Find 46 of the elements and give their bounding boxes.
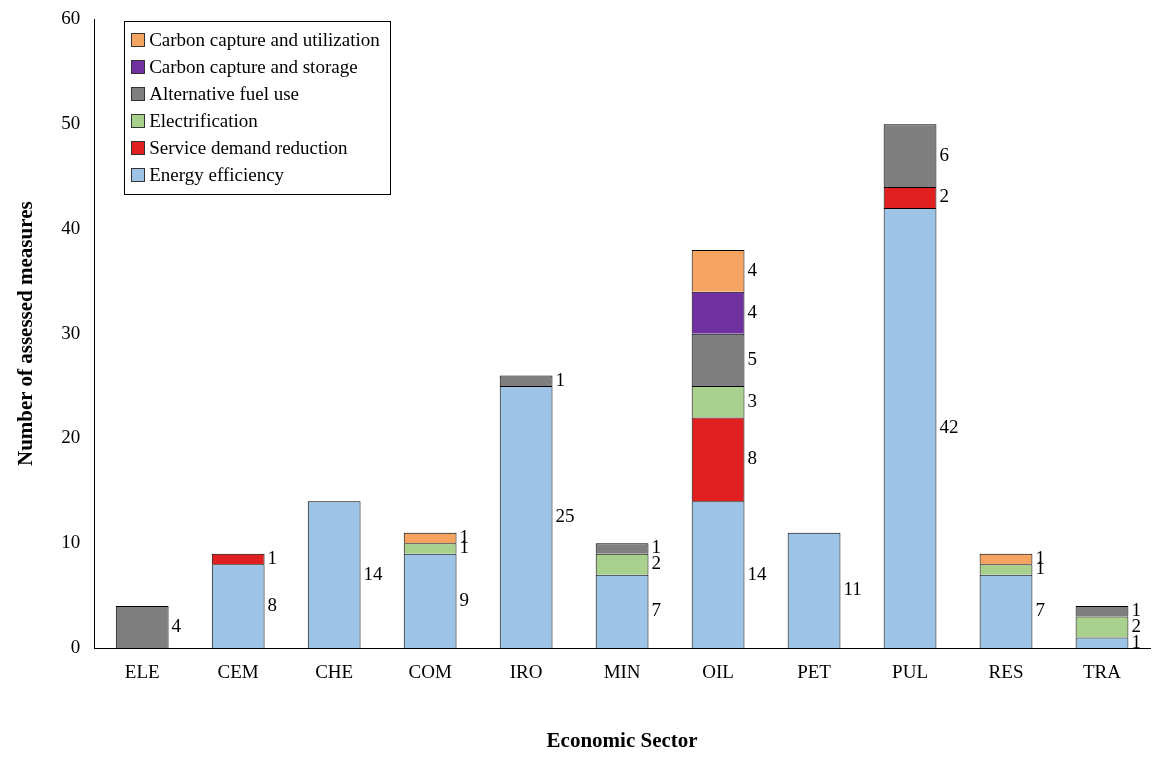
data-label: 42	[939, 415, 959, 437]
y-tick-label: 40	[61, 216, 81, 238]
data-label: 1	[555, 368, 566, 390]
data-label: 5	[747, 347, 757, 369]
y-tick-label: 20	[61, 426, 81, 448]
data-label: 8	[267, 594, 278, 616]
x-tick-label: OIL	[702, 661, 734, 683]
data-label: 4	[747, 258, 758, 280]
data-label: 4	[747, 300, 758, 322]
data-label: 9	[459, 588, 470, 610]
legend-label: Carbon capture and utilization	[149, 28, 380, 51]
x-axis-title: Economic Sector	[546, 727, 698, 752]
data-label: 7	[1035, 599, 1045, 621]
x-tick-label: ELE	[124, 661, 160, 683]
x-tick-label: CEM	[217, 661, 259, 683]
legend-label: Electrification	[149, 109, 258, 132]
data-label: 8	[747, 447, 757, 469]
data-label: 4	[171, 615, 182, 637]
y-axis-title: Number of assessed measures	[13, 201, 38, 467]
data-label: 14	[363, 562, 384, 584]
y-tick-label: 10	[61, 531, 81, 553]
legend-label: Service demand reduction	[149, 136, 348, 159]
data-label: 6	[939, 143, 949, 165]
data-label: 2	[939, 185, 949, 207]
data-label: 11	[843, 578, 862, 600]
x-tick-label: TRA	[1083, 661, 1122, 683]
x-tick-label: MIN	[603, 661, 641, 683]
y-tick-label: 50	[61, 112, 81, 134]
legend-label: Alternative fuel use	[149, 82, 300, 105]
data-label: 14	[747, 562, 767, 584]
x-tick-label: PUL	[892, 661, 928, 683]
data-label: 7	[651, 599, 661, 621]
data-label: 25	[555, 505, 575, 527]
data-label: 1	[267, 546, 278, 568]
x-tick-label: RES	[988, 661, 1024, 683]
x-tick-label: PET	[797, 661, 832, 683]
y-tick-label: 30	[61, 321, 81, 343]
data-label: 3	[747, 389, 757, 411]
legend-label: Energy efficiency	[149, 163, 285, 186]
data-label: 2	[651, 552, 661, 574]
y-tick-label: 0	[70, 635, 81, 657]
x-tick-label: COM	[408, 661, 452, 683]
x-tick-label: IRO	[509, 661, 543, 683]
x-tick-label: CHE	[315, 661, 354, 683]
y-tick-label: 60	[61, 7, 81, 29]
legend-label: Carbon capture and storage	[149, 55, 358, 78]
